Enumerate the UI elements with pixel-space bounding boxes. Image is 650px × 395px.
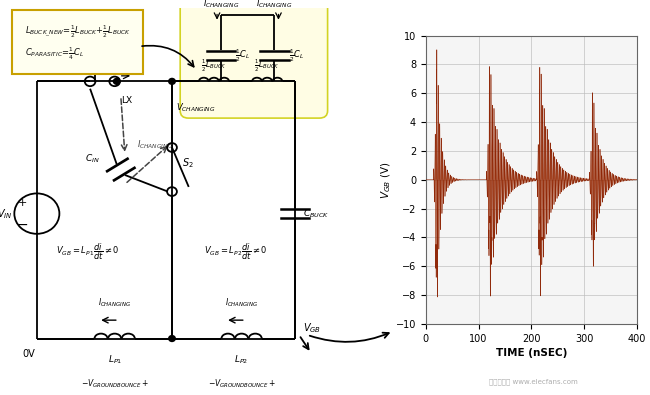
Text: $-V_{GROUNDBOUNCE}+$: $-V_{GROUNDBOUNCE}+$: [208, 377, 276, 390]
Text: $C_{BUCK}$: $C_{BUCK}$: [303, 207, 330, 220]
Text: 电子发烧友 www.elecfans.com: 电子发烧友 www.elecfans.com: [489, 378, 577, 385]
Text: $C_{IN}$: $C_{IN}$: [84, 152, 99, 165]
Circle shape: [114, 79, 120, 84]
Text: $\frac{1}{2}L_{BUCK}$: $\frac{1}{2}L_{BUCK}$: [201, 58, 227, 74]
Text: −: −: [17, 218, 29, 231]
Text: $\frac{1}{2}C_L$: $\frac{1}{2}C_L$: [289, 47, 304, 64]
Text: $S_1$: $S_1$: [96, 56, 109, 70]
Text: $V_{GB}=L_{P2}\dfrac{di}{dt}\neq 0$: $V_{GB}=L_{P2}\dfrac{di}{dt}\neq 0$: [203, 241, 267, 262]
Text: 0V: 0V: [22, 349, 35, 359]
Text: $V_{CHANGING}$: $V_{CHANGING}$: [176, 102, 216, 114]
Text: LX: LX: [121, 96, 132, 105]
Text: $V_{IN}$: $V_{IN}$: [0, 207, 12, 220]
Text: $I_{CHANGING}$: $I_{CHANGING}$: [137, 139, 174, 151]
X-axis label: TIME (nSEC): TIME (nSEC): [496, 348, 567, 358]
FancyBboxPatch shape: [12, 10, 143, 74]
FancyBboxPatch shape: [180, 0, 328, 118]
Text: $I_{CHANGING}$: $I_{CHANGING}$: [203, 0, 239, 10]
Circle shape: [169, 336, 176, 341]
Text: $\frac{1}{2}C_L$: $\frac{1}{2}C_L$: [235, 47, 251, 64]
Text: +: +: [18, 198, 27, 208]
Y-axis label: $V_{GB}$ (V): $V_{GB}$ (V): [380, 161, 393, 199]
Text: $\frac{1}{2}L_{BUCK}$: $\frac{1}{2}L_{BUCK}$: [254, 58, 280, 74]
Text: $I_{CHANGING}$: $I_{CHANGING}$: [98, 297, 131, 309]
Text: $L_{P1}$: $L_{P1}$: [107, 354, 122, 366]
Text: $-V_{GROUNDBOUNCE}+$: $-V_{GROUNDBOUNCE}+$: [81, 377, 149, 390]
Text: $C_{PARASITIC}$=$\frac{1}{4}C_L$: $C_{PARASITIC}$=$\frac{1}{4}C_L$: [25, 45, 84, 62]
Text: $L_{P2}$: $L_{P2}$: [235, 354, 249, 366]
Circle shape: [169, 79, 176, 84]
Text: $S_2$: $S_2$: [182, 156, 194, 170]
Text: $V_{GB}$: $V_{GB}$: [303, 321, 321, 335]
Text: $L_{BUCK\_NEW}$=$\frac{1}{2}L_{BUCK}$+$\frac{1}{2}L_{BUCK}$: $L_{BUCK\_NEW}$=$\frac{1}{2}L_{BUCK}$+$\…: [25, 24, 131, 40]
Text: $I_{CHANGING}$: $I_{CHANGING}$: [225, 297, 258, 309]
Text: $V_{GB}=L_{P1}\dfrac{di}{dt}\neq 0$: $V_{GB}=L_{P1}\dfrac{di}{dt}\neq 0$: [57, 241, 120, 262]
Text: $I_{CHANGING}$: $I_{CHANGING}$: [256, 0, 292, 10]
